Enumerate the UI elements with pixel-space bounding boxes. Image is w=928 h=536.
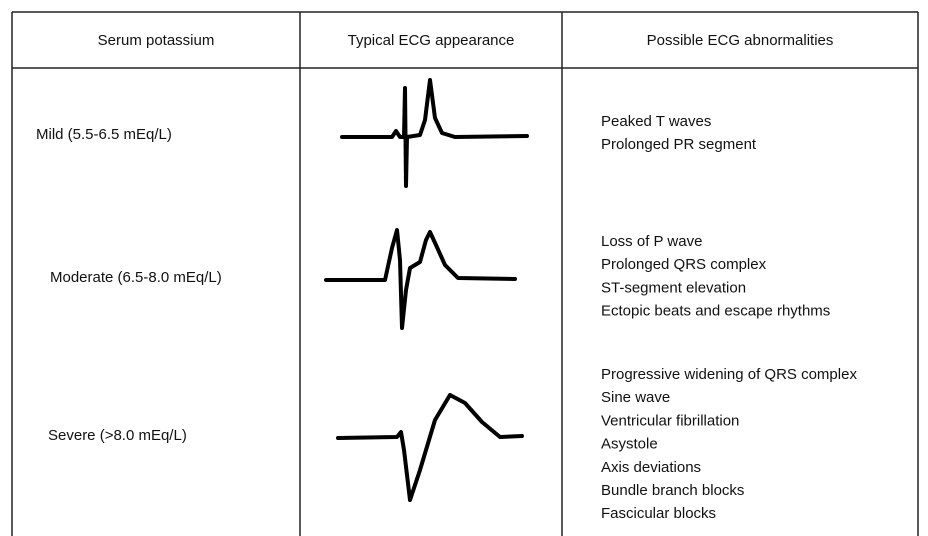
header-cell: Typical ECG appearance [348,32,515,49]
ecg-trace [340,78,529,188]
abnormality: Asystole [601,436,658,453]
abnormality: Prolonged PR segment [601,136,757,153]
severity: Moderate (6.5-8.0 mEq/L) [50,269,222,286]
abnormality: Bundle branch blocks [601,482,744,499]
abnormality-lists: Peaked T waves Prolonged PR segment Loss o… [601,113,857,522]
abnormality: Ventricular fibrillation [601,412,739,429]
abnormality: Prolonged QRS complex [601,256,767,273]
abnormality: Loss of P wave [601,233,702,250]
ecg-trace [336,393,524,502]
abnormality: Fascicular blocks [601,505,716,522]
severity: Mild (5.5-6.5 mEq/L) [36,126,172,143]
abnormality: Progressive widening of QRS complex [601,366,857,383]
header-cell: Possible ECG abnormalities [647,32,834,49]
ecg-trace [324,228,517,330]
abnormality: Ectopic beats and escape rhythms [601,303,830,320]
severity: Severe (>8.0 mEq/L) [48,427,187,444]
abnormality: Axis deviations [601,459,701,476]
abnormality: ST-segment elevation [601,279,746,296]
abnormality: Sine wave [601,389,670,406]
abnormality: Peaked T waves [601,113,711,130]
header-cell: Serum potassium [98,32,215,49]
